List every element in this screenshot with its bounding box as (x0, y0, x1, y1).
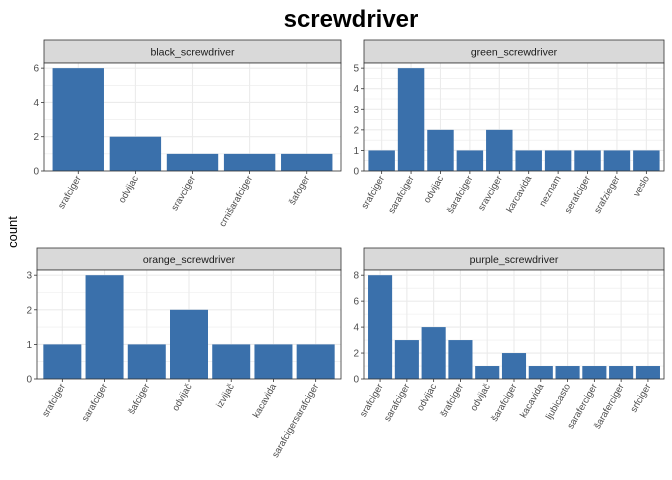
bar (635, 366, 660, 379)
facet-panel: green_screwdriver 0 1 2 3 4 5 srafciger sarafcig… (353, 39, 665, 216)
y-tick-label: 3 (353, 105, 359, 116)
bar (109, 136, 162, 171)
facet-panel: black_screwdriver 0 2 4 6 srafciger odvijac sra… (33, 39, 342, 229)
bar (603, 150, 631, 171)
bar (544, 150, 572, 171)
bar (368, 275, 393, 379)
x-tick-label: odvijač (170, 382, 194, 413)
x-tick-label: srafciger (56, 174, 84, 211)
y-tick-label: 4 (353, 323, 359, 334)
bar (501, 353, 527, 379)
y-tick-label: 2 (353, 349, 359, 360)
x-tick-label: kacavida (518, 381, 547, 420)
bar (528, 366, 553, 379)
bar (582, 366, 607, 379)
y-tick-label: 8 (353, 271, 359, 282)
bar (281, 153, 333, 171)
bar (515, 150, 542, 171)
x-tick-label: serafciger (563, 174, 593, 216)
x-tick-label: ljubicasto (544, 382, 573, 422)
y-tick-label: 2 (26, 305, 32, 316)
bar (475, 366, 500, 379)
bar (170, 309, 208, 379)
bar (166, 153, 219, 171)
facet-panels: black_screwdriver 0 2 4 6 srafciger odvijac sra… (26, 39, 665, 460)
x-tick-label: odvijac (117, 174, 141, 205)
x-tick-label: šarafciger (489, 382, 519, 424)
bar (394, 340, 419, 379)
x-tick-label: neznam (537, 174, 563, 209)
bar (448, 340, 473, 379)
y-tick-label: 0 (26, 375, 32, 386)
x-tick-label: odvijac (422, 174, 446, 205)
x-tick-label: izvijač (214, 382, 237, 410)
x-tick-label: šrafciger (438, 382, 466, 419)
y-tick-label: 2 (33, 132, 39, 143)
bar (254, 344, 293, 379)
panel-border (363, 62, 665, 172)
y-tick-label: 6 (353, 297, 359, 308)
x-tick-label: veslo (631, 174, 652, 199)
bar (486, 129, 513, 171)
x-tick-label: šarafciger (445, 174, 475, 216)
x-tick-label: šafoger (287, 174, 312, 207)
y-tick-label: 4 (353, 84, 359, 95)
bar (223, 153, 276, 171)
bar (633, 150, 660, 171)
x-tick-label: šafciger (126, 382, 152, 416)
bar (421, 327, 446, 379)
x-tick-label: srafciger (358, 382, 386, 419)
x-tick-label: sarafciger (382, 382, 412, 424)
x-tick-label: srafciger (360, 174, 388, 211)
x-tick-label: sravciger (476, 174, 505, 213)
bar (85, 275, 124, 379)
bar (427, 129, 454, 171)
x-tick-label: sarafciger (386, 174, 416, 216)
x-tick-label: srafzieger (592, 174, 622, 216)
facet-strip-label: green_screwdriver (471, 47, 558, 59)
x-tick-label: odvijac (415, 382, 439, 413)
x-tick-label: sarafciger (80, 382, 110, 424)
bar (52, 68, 104, 171)
x-tick-label: crnišarafciger (217, 174, 255, 229)
y-tick-label: 1 (26, 340, 32, 351)
y-tick-label: 5 (353, 64, 359, 75)
x-tick-label: sravciger (169, 174, 198, 213)
x-tick-label: srfciger (628, 382, 653, 414)
x-tick-label: odvijač (468, 382, 492, 413)
y-tick-label: 1 (353, 146, 359, 157)
facet-panel: purple_screwdriver 0 2 4 6 8 srafcigersarafcig… (353, 247, 665, 431)
bar (456, 150, 484, 171)
x-tick-label: karcavida (504, 173, 534, 214)
bar (368, 150, 395, 171)
y-tick-label: 0 (353, 167, 359, 178)
y-tick-label: 6 (33, 64, 39, 75)
bar (127, 344, 166, 379)
chart-title: screwdriver (284, 6, 419, 33)
facet-strip-label: black_screwdriver (150, 47, 235, 59)
y-tick-label: 0 (353, 375, 359, 386)
y-tick-label: 2 (353, 125, 359, 136)
y-tick-label: 3 (26, 271, 32, 282)
bar (43, 344, 82, 379)
bar (609, 366, 634, 379)
x-tick-label: srafciger (40, 382, 68, 419)
y-tick-label: 0 (33, 167, 39, 178)
y-tick-label: 4 (33, 98, 39, 109)
bar (212, 344, 251, 379)
x-tick-label: sarafcigersarafciger (270, 382, 321, 460)
facet-strip-label: orange_screwdriver (143, 254, 236, 266)
bar (397, 68, 425, 171)
bar (555, 366, 580, 379)
bar (296, 344, 335, 379)
x-tick-label: kacavida (251, 381, 280, 420)
y-axis-label: count (5, 216, 20, 248)
facet-panel: orange_screwdriver 0 1 2 3 srafciger sarafcige… (26, 247, 342, 460)
facet-strip-label: purple_screwdriver (470, 254, 559, 266)
bar (574, 150, 601, 171)
